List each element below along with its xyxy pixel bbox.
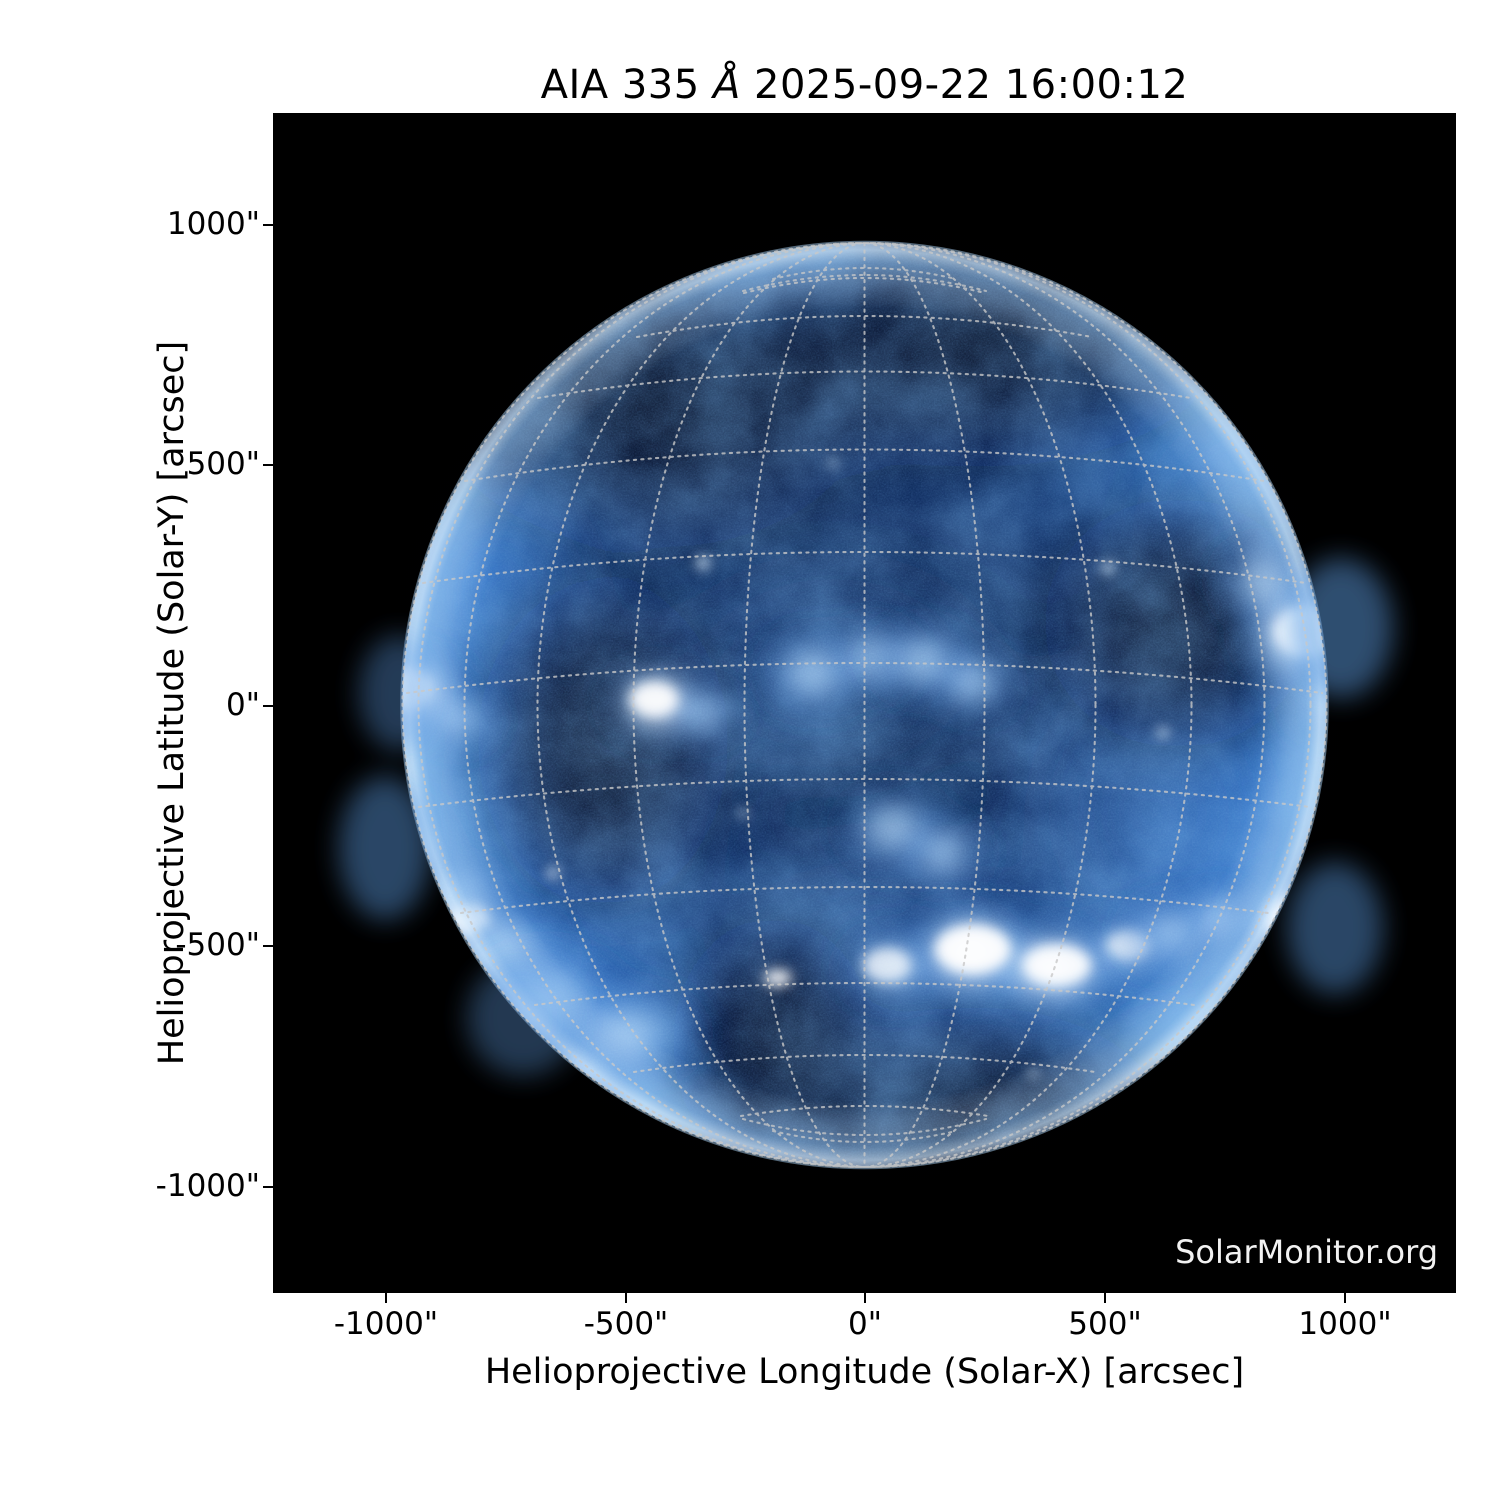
active-region-south-central — [831, 778, 993, 893]
ytick-mark-m1000 — [263, 1186, 273, 1188]
xtick-label-500: 500" — [1068, 1306, 1142, 1342]
title-wavelength: 335 — [621, 62, 700, 108]
title-instrument: AIA — [540, 62, 609, 108]
ytick-label-500: 500" — [186, 446, 260, 482]
bright-point-south — [764, 969, 792, 987]
photosphere-disk — [402, 243, 1327, 1167]
xtick-mark-0 — [864, 1293, 866, 1303]
y-axis-label: Helioprojective Latitude (Solar-Y) [arcs… — [152, 340, 192, 1066]
bright-points — [547, 458, 1169, 1078]
active-region-west-limb-south — [1206, 827, 1327, 1020]
ytick-mark-m500 — [263, 945, 273, 947]
title-time: 16:00:12 — [1004, 62, 1189, 108]
page-title: AIA 335 Å 2025-09-22 16:00:12 — [273, 62, 1456, 108]
plasma-structures — [402, 243, 1327, 1167]
corona-halo — [273, 113, 1456, 1293]
xtick-label-0: 0" — [848, 1306, 882, 1342]
off-limb-corona — [339, 240, 1393, 1170]
solar-disk-image — [273, 113, 1456, 1293]
title-date: 2025-09-22 — [754, 62, 992, 108]
ytick-label-m500: -500" — [175, 927, 260, 963]
grid-pole-north — [741, 266, 988, 293]
active-region-west-limb-north — [1208, 535, 1327, 743]
ytick-label-1000: 1000" — [166, 206, 260, 242]
xtick-label-1000: 1000" — [1298, 1306, 1392, 1342]
xtick-label-m1000: -1000" — [333, 1306, 439, 1342]
active-region-east-south — [453, 935, 713, 1128]
ytick-mark-500 — [263, 464, 273, 466]
active-region-center-north — [751, 616, 927, 721]
active-region-south-complex — [833, 897, 1190, 1018]
ytick-mark-1000 — [263, 224, 273, 226]
active-region-south-east-pair — [1115, 882, 1264, 977]
xtick-mark-1000 — [1344, 1293, 1346, 1303]
grid-pole-south — [741, 1117, 988, 1144]
heliographic-grid — [401, 241, 1328, 1169]
watermark-solarmonitor: SolarMonitor.org — [1175, 1233, 1438, 1271]
ytick-mark-0 — [263, 705, 273, 707]
ytick-label-m1000: -1000" — [155, 1168, 260, 1204]
active-region-center — [865, 617, 1021, 721]
grid-parallels — [405, 276, 1324, 1118]
active-region-central-east — [600, 659, 745, 747]
ytick-label-0: 0" — [226, 687, 260, 723]
xtick-label-m500: -500" — [583, 1306, 669, 1342]
title-unit-angstrom: Å — [712, 62, 741, 108]
xtick-mark-m500 — [625, 1293, 627, 1303]
xtick-mark-m1000 — [385, 1293, 387, 1303]
x-axis-label: Helioprojective Longitude (Solar-X) [arc… — [484, 1352, 1245, 1392]
grid-meridians — [401, 241, 1328, 1169]
xtick-mark-500 — [1104, 1293, 1106, 1303]
active-region-east-limb-north — [402, 645, 504, 754]
coronal-holes — [402, 243, 1327, 1167]
active-region-east-limb-south — [402, 791, 581, 1011]
solar-disk-plot[interactable]: SolarMonitor.org — [273, 113, 1456, 1293]
